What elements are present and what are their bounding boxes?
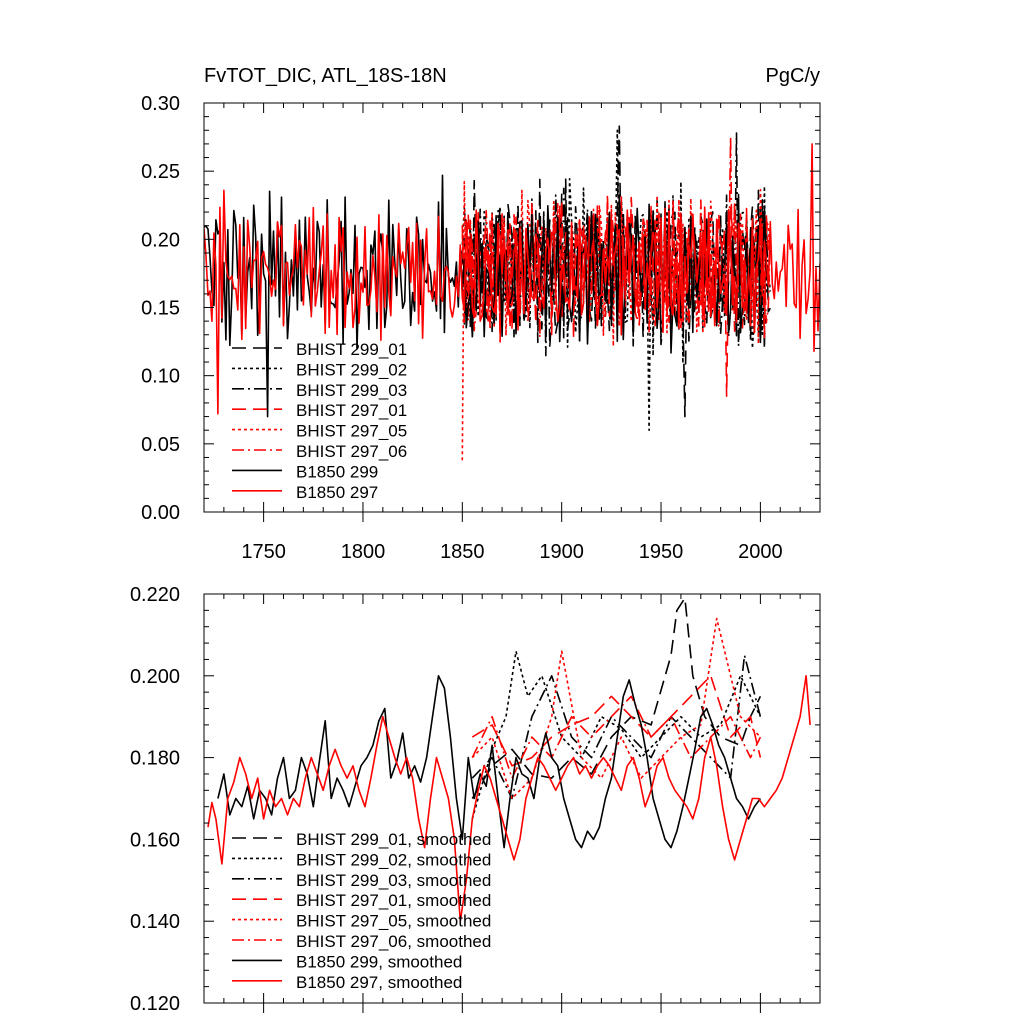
series-line-bottom-6 (217, 675, 762, 849)
legend-label: BHIST 299_03 (296, 381, 407, 400)
legend-label: BHIST 297_05, smoothed (296, 912, 491, 931)
y-tick-label: 0.160 (130, 829, 180, 851)
y-tick-label: 0.00 (141, 502, 180, 524)
y-tick-label: 0.140 (130, 911, 180, 933)
y-tick-label: 0.200 (130, 666, 180, 688)
series-line-bottom-5 (471, 695, 762, 779)
y-tick-label: 0.20 (141, 229, 180, 251)
x-tick-label: 1800 (341, 541, 386, 563)
legend-label: BHIST 297_06 (296, 442, 407, 461)
series-line-top-6 (204, 174, 770, 418)
top-chart-units: PgC/y (766, 65, 820, 87)
legend-label: BHIST 297_06, smoothed (296, 932, 491, 951)
y-tick-label: 0.220 (130, 584, 180, 606)
x-tick-label: 1900 (539, 541, 584, 563)
y-tick-label: 0.15 (141, 298, 180, 320)
series-line-top-7 (204, 143, 820, 415)
legend-label: B1850 299, smoothed (296, 952, 462, 971)
x-tick-label: 1950 (639, 541, 684, 563)
legend-label: BHIST 299_02, smoothed (296, 850, 491, 869)
y-tick-label: 0.180 (130, 748, 180, 770)
legend-label: BHIST 299_02 (296, 360, 407, 379)
series-line-bottom-4 (471, 617, 761, 800)
legend-label: BHIST 297_01, smoothed (296, 891, 491, 910)
legend-label: BHIST 297_01 (296, 401, 407, 420)
x-tick-label: 1750 (241, 541, 286, 563)
legend-label: B1850 299 (296, 462, 378, 481)
series-line-bottom-3 (471, 675, 762, 767)
legend-label: BHIST 297_05 (296, 422, 407, 441)
y-tick-label: 0.10 (141, 366, 180, 388)
y-tick-label: 0.120 (130, 993, 180, 1015)
top-panel: 1750 1800 1850 1900 1950 2000 0.00 0.05 0.10 0.15… (141, 93, 821, 563)
x-tick-label: 2000 (738, 541, 783, 563)
legend-label: B1850 297, smoothed (296, 973, 462, 992)
plot-frame (203, 593, 821, 1004)
legend-label: BHIST 299_01 (296, 340, 407, 359)
series-line-bottom-1 (471, 650, 762, 820)
series-line-top-5 (461, 136, 772, 339)
y-tick-label: 0.05 (141, 434, 180, 456)
bottom-panel: 0.120 0.140 0.160 0.180 0.200 0.220 BHIST 299_… (130, 584, 821, 1015)
legend-label: BHIST 299_01, smoothed (296, 830, 491, 849)
legend-label: BHIST 299_03, smoothed (296, 871, 491, 890)
y-tick-label: 0.25 (141, 161, 180, 183)
x-tick-label: 1850 (440, 541, 485, 563)
series-line-bottom-0 (471, 597, 762, 799)
series-line-bottom-7 (207, 675, 811, 922)
legend-label: B1850 297 (296, 483, 378, 502)
y-tick-label: 0.30 (141, 93, 180, 115)
top-chart-title: FvTOT_DIC, ATL_18S-18N (204, 65, 447, 87)
